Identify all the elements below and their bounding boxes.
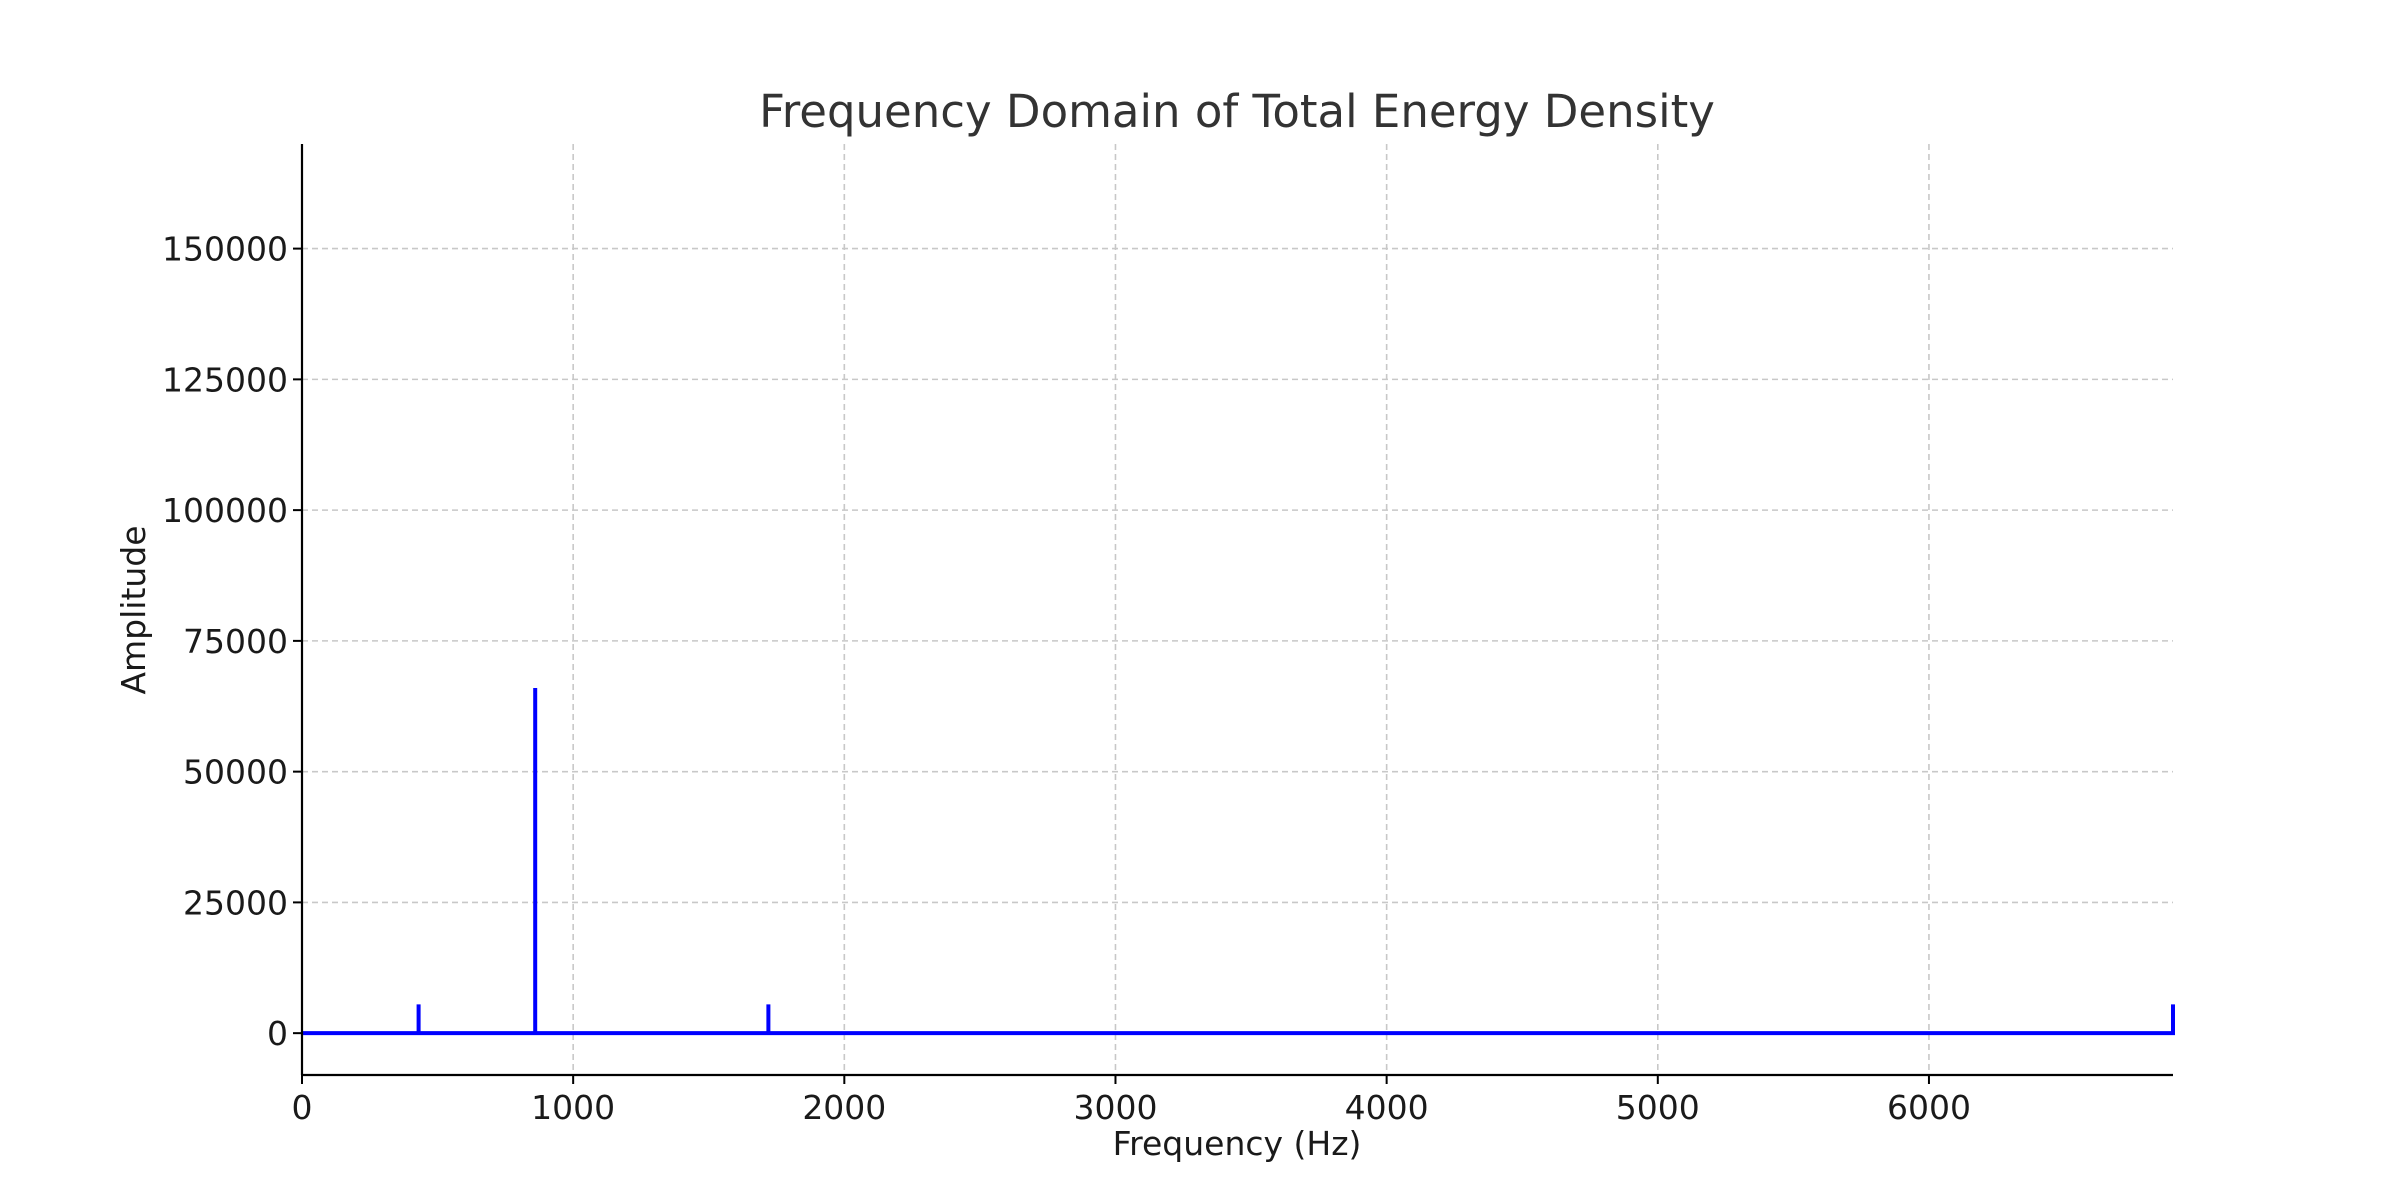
series-layer — [302, 687, 2175, 1036]
y-axis-title: Amplitude — [114, 525, 153, 694]
y-tick-label: 100000 — [162, 491, 288, 530]
x-tick-label: 2000 — [802, 1088, 886, 1127]
x-tick-label: 4000 — [1345, 1088, 1429, 1127]
y-tick-label: 75000 — [183, 622, 288, 661]
y-tick-label: 50000 — [183, 753, 288, 792]
x-tick-label: 3000 — [1073, 1088, 1157, 1127]
x-axis-title: Frequency (Hz) — [1113, 1124, 1362, 1163]
grid-layer — [302, 144, 2173, 1075]
ticks-layer: 0 1000 2000 3000 4000 5000 6000 0 25000 50000 7500… — [162, 230, 1971, 1127]
y-tick-label: 25000 — [183, 883, 288, 922]
y-tick-label: 125000 — [162, 360, 288, 399]
x-tick-label: 5000 — [1616, 1088, 1700, 1127]
x-tick-label: 1000 — [531, 1088, 615, 1127]
x-tick-label: 6000 — [1887, 1088, 1971, 1127]
series-line — [302, 687, 2175, 1036]
x-tick-label: 0 — [292, 1088, 313, 1127]
y-tick-label: 150000 — [162, 230, 288, 269]
y-tick-label: 0 — [267, 1014, 288, 1053]
axes-layer — [300, 144, 2173, 1077]
chart-title: Frequency Domain of Total Energy Density — [759, 85, 1715, 138]
